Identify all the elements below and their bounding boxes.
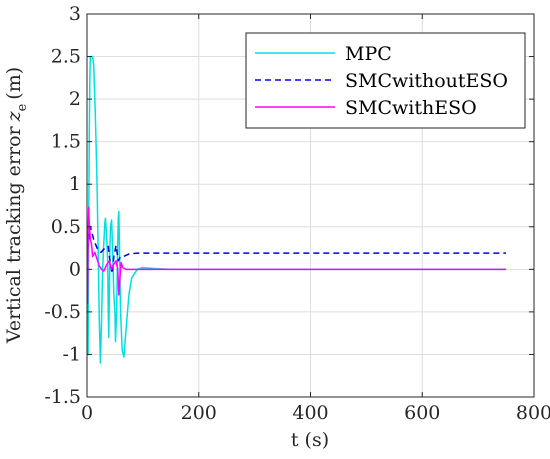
y-tick-label: 1 — [69, 173, 81, 195]
y-tick-label: 3 — [69, 3, 81, 25]
y-axis-label-unit: (m) — [3, 67, 25, 100]
series-line-mpc — [87, 55, 507, 364]
series-lines — [87, 55, 507, 364]
x-tick-label: 0 — [81, 402, 93, 424]
y-axis-label-text: Vertical tracking error — [3, 125, 25, 344]
series-line-smc-with-eso — [87, 206, 507, 305]
y-tick-label: 1.5 — [51, 131, 81, 153]
x-tick-label: 400 — [292, 402, 328, 424]
y-tick-label: 0.5 — [51, 216, 81, 238]
y-tick-label: 2.5 — [51, 46, 81, 68]
legend-label-smc-without-eso: SMCwithoutESO — [345, 70, 508, 92]
y-tick-label: -0.5 — [44, 301, 81, 323]
tick-labels: 0 200 400 600 800 -1.5 -1 -0.5 0 0.5 1 1.5 2 2.5 3 — [44, 3, 550, 424]
x-axis-label: t (s) — [291, 429, 329, 451]
legend-label-smc-with-eso: SMCwithESO — [345, 97, 477, 119]
legend-label-mpc: MPC — [345, 43, 392, 65]
axis-ticks — [86, 13, 535, 398]
x-tick-label: 800 — [516, 402, 550, 424]
y-tick-label: -1 — [62, 343, 81, 365]
x-tick-label: 600 — [404, 402, 440, 424]
y-tick-label: 2 — [69, 88, 81, 110]
legend: MPC SMCwithoutESO SMCwithESO — [245, 32, 526, 129]
x-tick-label: 200 — [181, 402, 217, 424]
y-axis-label: Vertical tracking error ze (m) — [3, 67, 30, 344]
legend-box — [245, 32, 526, 129]
y-tick-label: 0 — [69, 258, 81, 280]
y-axis-label-var: z — [3, 110, 25, 122]
y-tick-label: -1.5 — [44, 386, 81, 408]
y-axis-label-sub: e — [15, 103, 30, 111]
series-line-smc-without-eso — [87, 226, 507, 275]
